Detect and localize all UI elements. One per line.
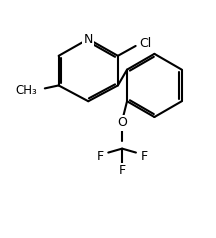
Text: F: F [97, 150, 104, 163]
Text: F: F [140, 150, 147, 163]
Text: F: F [119, 164, 126, 177]
Text: CH₃: CH₃ [15, 84, 37, 97]
Text: O: O [117, 116, 127, 129]
Text: N: N [84, 33, 93, 45]
Text: Cl: Cl [140, 37, 152, 50]
